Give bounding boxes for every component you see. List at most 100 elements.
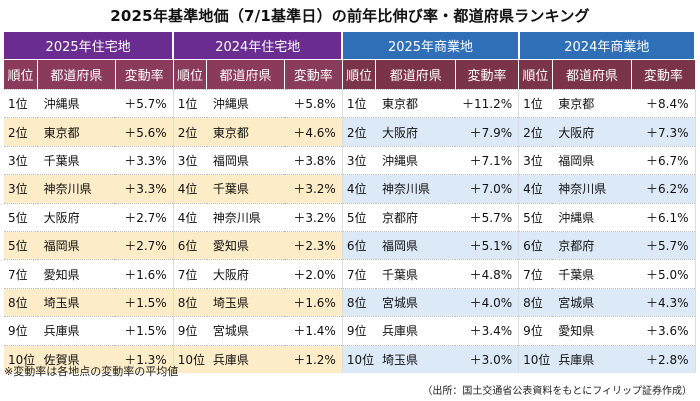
rate-cell: ＋7.1% — [455, 145, 520, 175]
rank-cell: 6位 — [342, 230, 376, 260]
rank-cell: 4位 — [173, 202, 207, 232]
rate-cell: ＋3.8% — [284, 145, 343, 175]
prefecture-cell: 東京都 — [206, 117, 285, 147]
rate-cell: ＋1.4% — [284, 316, 343, 346]
rate-cell: ＋1.5% — [115, 287, 174, 317]
rank-cell: 5位 — [4, 202, 38, 232]
prefecture-cell: 福岡県 — [375, 230, 456, 260]
prefecture-cell: 千葉県 — [206, 174, 285, 204]
rate-cell: ＋7.3% — [631, 117, 696, 147]
table-row: 1位 沖縄県 ＋5.7% 1位 沖縄県 ＋5.8% 1位 東京都 ＋11.2% 1位 東京都 ＋8.4… — [4, 88, 696, 118]
prefecture-cell: 沖縄県 — [552, 202, 632, 232]
prefecture-cell: 神奈川県 — [375, 174, 456, 204]
table-row: 3位 千葉県 ＋3.3% 3位 福岡県 ＋3.8% 3位 沖縄県 ＋7.1% 3位 福岡県 ＋6.7% — [4, 145, 696, 175]
prefecture-cell: 京都府 — [375, 202, 456, 232]
prefecture-cell: 愛知県 — [552, 316, 632, 346]
rate-cell: ＋4.3% — [631, 287, 696, 317]
rate-cell: ＋1.2% — [284, 344, 343, 373]
rate-cell: ＋3.0% — [455, 344, 520, 373]
prefecture-cell: 東京都 — [37, 117, 116, 147]
col-header-rank: 順位 — [173, 59, 208, 90]
prefecture-cell: 東京都 — [552, 88, 632, 118]
prefecture-cell: 兵庫県 — [37, 316, 116, 346]
prefecture-cell: 大阪府 — [206, 259, 285, 289]
rate-cell: ＋6.1% — [631, 202, 696, 232]
table-row: 7位 愛知県 ＋1.6% 7位 大阪府 ＋2.0% 7位 千葉県 ＋4.8% 7位 千葉県 ＋5.0% — [4, 259, 696, 289]
rate-cell: ＋2.0% — [284, 259, 343, 289]
rank-cell: 7位 — [173, 259, 207, 289]
rate-cell: ＋7.9% — [455, 117, 520, 147]
ranking-table: 2025年住宅地 2024年住宅地 2025年商業地 2024年商業地 順位 都… — [4, 32, 697, 373]
rank-cell: 2位 — [173, 117, 207, 147]
rank-cell: 9位 — [173, 316, 207, 346]
prefecture-cell: 兵庫県 — [552, 344, 632, 373]
rate-cell: ＋3.2% — [284, 174, 343, 204]
prefecture-cell: 千葉県 — [552, 259, 632, 289]
rank-cell: 3位 — [342, 145, 376, 175]
group-header-2024-commercial: 2024年商業地 — [518, 32, 697, 60]
prefecture-cell: 愛知県 — [206, 230, 285, 260]
group-header-2025-residential: 2025年住宅地 — [4, 32, 175, 60]
ranking-body: 1位 沖縄県 ＋5.7% 1位 沖縄県 ＋5.8% 1位 東京都 ＋11.2% 1位 東京都 ＋8.4… — [4, 88, 696, 373]
prefecture-cell: 福岡県 — [552, 145, 632, 175]
rank-cell: 8位 — [173, 287, 207, 317]
rate-cell: ＋6.2% — [631, 174, 696, 204]
table-row: 10位 佐賀県 ＋1.3% 10位 兵庫県 ＋1.2% 10位 埼玉県 ＋3.0% 10位 兵庫県＋… — [4, 344, 696, 373]
rate-cell: ＋1.3% — [115, 344, 174, 373]
rank-cell: 1位 — [342, 88, 376, 118]
table-row: 2位 東京都 ＋5.6% 2位 東京都 ＋4.6% 2位 大阪府 ＋7.9% 2位 大阪府 ＋7.3% — [4, 117, 696, 147]
rank-cell: 5位 — [518, 202, 553, 232]
rate-cell: ＋2.7% — [115, 230, 174, 260]
prefecture-cell: 東京都 — [375, 88, 456, 118]
prefecture-cell: 千葉県 — [375, 259, 456, 289]
prefecture-cell: 兵庫県 — [375, 316, 456, 346]
col-header-prefecture: 都道府県 — [375, 59, 456, 90]
rank-cell: 3位 — [4, 145, 38, 175]
col-header-prefecture: 都道府県 — [552, 59, 633, 90]
col-header-rate: 変動率 — [631, 59, 696, 90]
prefecture-cell: 沖縄県 — [37, 88, 116, 118]
prefecture-cell: 大阪府 — [37, 202, 116, 232]
rate-cell: ＋7.0% — [455, 174, 520, 204]
rate-cell: ＋3.4% — [455, 316, 520, 346]
rate-cell: ＋5.7% — [631, 230, 696, 260]
rate-cell: ＋2.3% — [284, 230, 343, 260]
col-header-prefecture: 都道府県 — [206, 59, 285, 90]
col-header-rank: 順位 — [518, 59, 553, 90]
rank-cell: 4位 — [342, 174, 376, 204]
col-header-rank: 順位 — [342, 59, 377, 90]
rate-cell: ＋2.8% — [631, 344, 696, 373]
rate-cell: ＋5.8% — [284, 88, 343, 118]
rank-cell: 7位 — [4, 259, 38, 289]
prefecture-cell: 沖縄県 — [206, 88, 285, 118]
page-title: 2025年基準地価（7/1基準日）の前年比伸び率・都道府県ランキング — [110, 7, 590, 25]
prefecture-cell: 佐賀県 — [37, 344, 116, 373]
prefecture-cell: 福岡県 — [37, 230, 116, 260]
rate-cell: ＋5.1% — [455, 230, 520, 260]
group-header-2025-commercial: 2025年商業地 — [342, 32, 520, 60]
rank-cell: 1位 — [173, 88, 207, 118]
rank-cell: 9位 — [4, 316, 38, 346]
rate-cell: ＋3.3% — [115, 145, 174, 175]
ranking-table-container: 2025年住宅地 2024年住宅地 2025年商業地 2024年商業地 順位 都… — [4, 32, 697, 373]
rate-cell: ＋1.6% — [284, 287, 343, 317]
rate-cell: ＋4.0% — [455, 287, 520, 317]
rate-cell: ＋3.6% — [631, 316, 696, 346]
group-header-2024-residential: 2024年住宅地 — [173, 32, 344, 60]
rank-cell: 10位 — [342, 344, 376, 373]
rate-cell: ＋3.2% — [284, 202, 343, 232]
rank-cell: 6位 — [173, 230, 207, 260]
rate-cell: ＋3.3% — [115, 174, 174, 204]
rank-cell: 4位 — [173, 174, 207, 204]
rate-cell: ＋6.7% — [631, 145, 696, 175]
rate-cell: ＋11.2% — [455, 88, 520, 118]
rank-cell: 2位 — [4, 117, 38, 147]
rate-cell: ＋4.6% — [284, 117, 343, 147]
table-row: 8位 埼玉県 ＋1.5% 8位 埼玉県 ＋1.6% 8位 宮城県 ＋4.0% 8位 宮城県 ＋4.3% — [4, 287, 696, 317]
prefecture-cell: 沖縄県 — [375, 145, 456, 175]
rank-cell: 5位 — [4, 230, 38, 260]
prefecture-cell: 大阪府 — [552, 117, 632, 147]
rank-cell: 8位 — [518, 287, 553, 317]
rank-cell: 3位 — [4, 174, 38, 204]
rate-cell: ＋5.7% — [455, 202, 520, 232]
